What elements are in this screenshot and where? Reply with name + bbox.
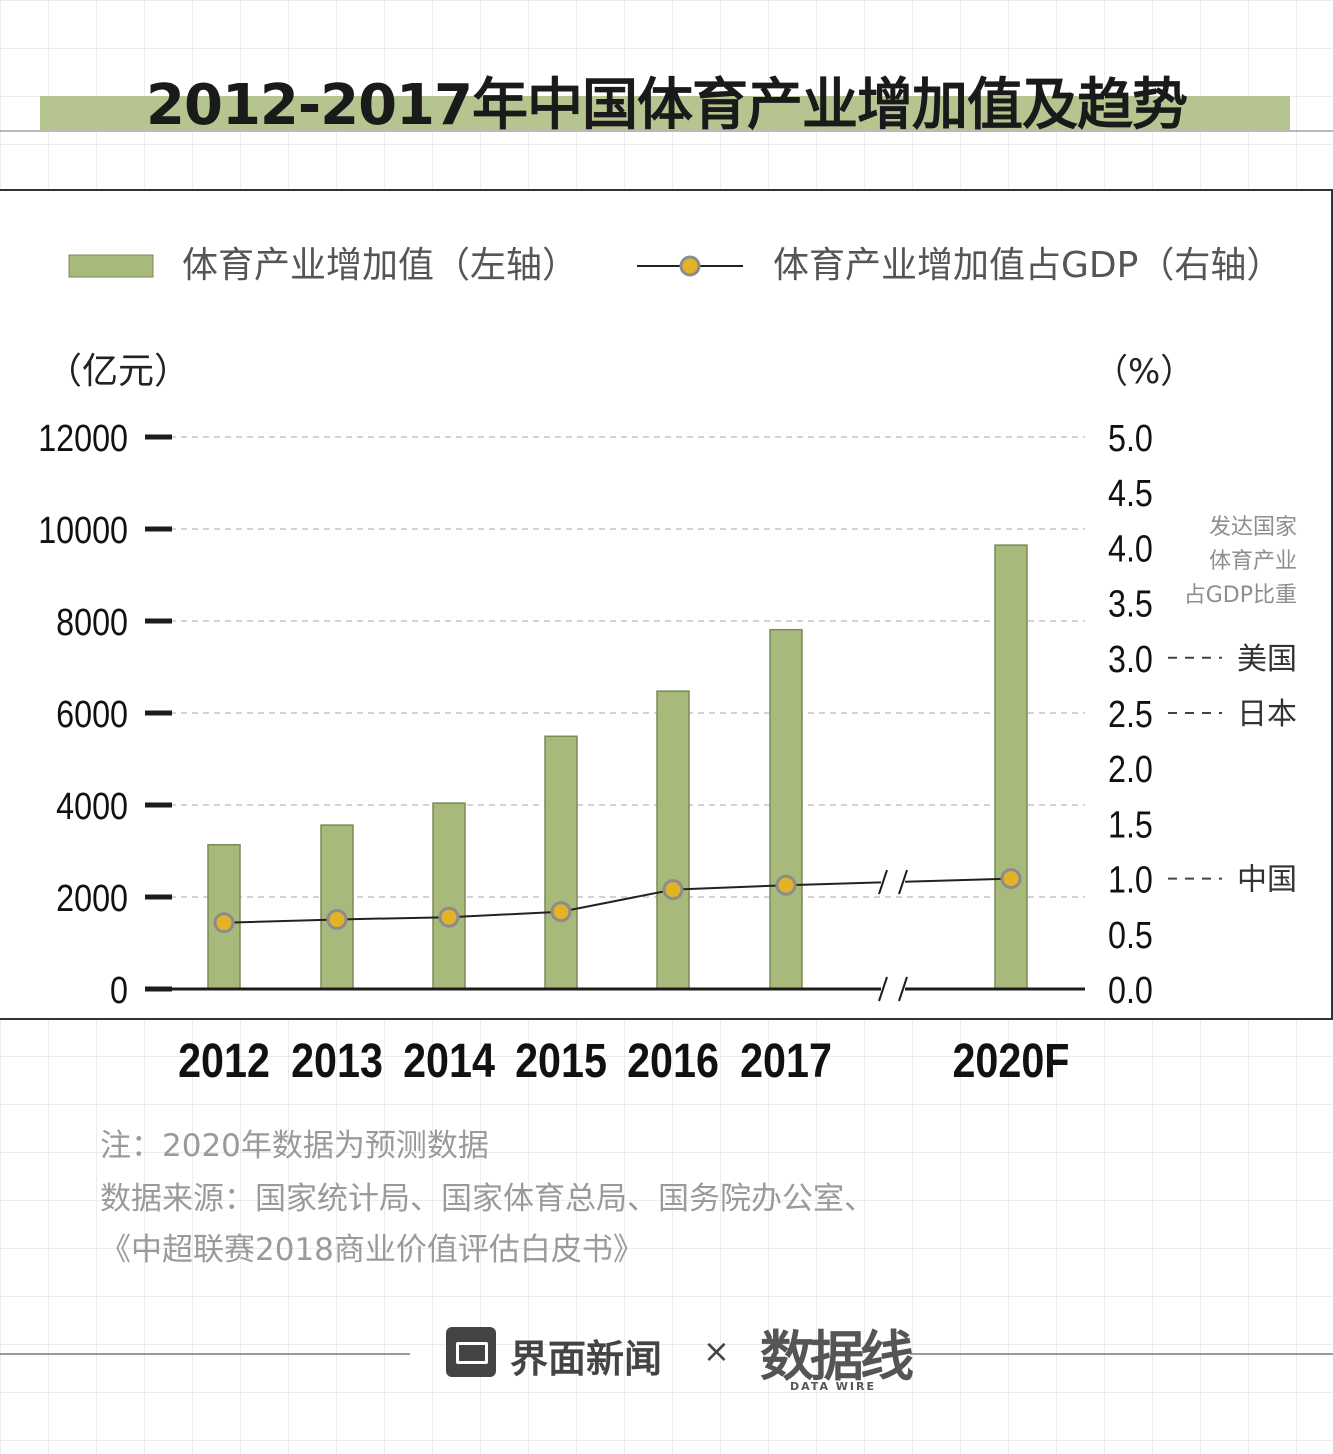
- times-sign: ×: [703, 1332, 730, 1370]
- right-axis-tick-label: 4.5: [1108, 473, 1153, 515]
- bar: [994, 544, 1028, 990]
- line-point: [550, 901, 572, 923]
- bar: [320, 824, 354, 990]
- right-axis-tick-label: 3.5: [1108, 583, 1153, 625]
- partner-logo-sub: DATA WIRE: [790, 1380, 876, 1393]
- chart-panel: 体育产业增加值（左轴） 体育产业增加值占GDP（右轴） （亿元） （%） 0 2000 40…: [0, 189, 1333, 1020]
- right-axis-tick-label: 3.0: [1108, 638, 1153, 680]
- left-axis-tick-label: 8000: [56, 602, 128, 644]
- legend-bar-swatch: [68, 254, 154, 278]
- line-point: [662, 879, 684, 901]
- source-text-line2: 《中超联赛2018商业价值评估白皮书》: [100, 1232, 644, 1268]
- line-point: [438, 906, 460, 928]
- line-point: [213, 912, 235, 934]
- title-underline: [0, 130, 1333, 132]
- bar: [769, 628, 803, 990]
- reference-title: 占GDP比重: [1184, 583, 1297, 608]
- right-axis-tick-label: 0.5: [1108, 914, 1153, 956]
- reference-label: 中国: [1237, 863, 1297, 898]
- right-axis-tick-label: 2.0: [1108, 749, 1153, 791]
- left-axis-tick-label: 4000: [56, 786, 128, 828]
- left-axis-unit: （亿元）: [46, 351, 190, 392]
- combo-chart: 体育产业增加值（左轴） 体育产业增加值占GDP（右轴） （亿元） （%） 0 2000 40…: [38, 245, 1297, 1012]
- right-axis-tick-label: 5.0: [1108, 418, 1153, 460]
- right-axis-tick-label: 2.5: [1108, 694, 1153, 736]
- reference-label: 日本: [1237, 697, 1297, 732]
- right-axis-unit: （%）: [1094, 352, 1194, 392]
- source-text-line1: 数据来源：国家统计局、国家体育总局、国务院办公室、: [100, 1181, 875, 1217]
- right-axis-tick-label: 1.5: [1108, 804, 1153, 846]
- axis-break-mark: [878, 976, 888, 1002]
- partner-logo: 数据线: [760, 1324, 914, 1388]
- line-break-mark: [878, 869, 888, 895]
- footer-divider-right: [910, 1353, 1333, 1355]
- right-axis-tick-label: 0.0: [1108, 970, 1153, 1012]
- bar: [544, 735, 578, 990]
- reference-title: 发达国家: [1209, 515, 1297, 540]
- legend-line-label: 体育产业增加值占GDP（右轴）: [773, 245, 1282, 286]
- line-point: [775, 874, 797, 896]
- left-axis-tick-label: 6000: [56, 694, 128, 736]
- x-axis-tick-label: 2013: [291, 1035, 383, 1088]
- x-axis-tick-label: 2017: [740, 1035, 832, 1088]
- x-axis-tick-label: 2016: [627, 1035, 719, 1088]
- x-axis-tick-label: 2014: [403, 1035, 495, 1088]
- reference-label: 美国: [1237, 642, 1297, 677]
- right-axis-tick-label: 1.0: [1108, 859, 1153, 901]
- x-axis-tick-label: 2020F: [952, 1035, 1070, 1088]
- brand-name: 界面新闻: [510, 1337, 663, 1381]
- line-point: [1000, 868, 1022, 890]
- axis-break-mark: [898, 976, 908, 1002]
- reference-title: 体育产业: [1209, 549, 1297, 574]
- left-axis-tick-label: 2000: [56, 878, 128, 920]
- chart-title: 2012-2017年中国体育产业增加值及趋势: [146, 73, 1188, 138]
- x-axis-tick-label: 2012: [178, 1035, 270, 1088]
- right-axis-tick-label: 4.0: [1108, 528, 1153, 570]
- x-axis-tick-label: 2015: [515, 1035, 607, 1088]
- bar: [432, 802, 466, 990]
- note-text: 注：2020年数据为预测数据: [100, 1128, 489, 1164]
- left-axis-tick-label: 10000: [38, 510, 128, 552]
- line-break-mark: [898, 869, 908, 895]
- title-highlight-bar: [40, 96, 1290, 130]
- legend-bar-label: 体育产业增加值（左轴）: [182, 245, 578, 286]
- left-axis-tick-label: 12000: [38, 418, 128, 460]
- legend-line-marker: [679, 255, 701, 277]
- footer-divider-left: [0, 1353, 410, 1355]
- series-line: [904, 877, 1012, 883]
- bar: [656, 690, 690, 990]
- jiemian-logo-icon: [446, 1327, 496, 1377]
- left-axis-tick-label: 0: [110, 970, 128, 1012]
- line-point: [326, 908, 348, 930]
- title-area: 2012-2017年中国体育产业增加值及趋势: [0, 60, 1333, 140]
